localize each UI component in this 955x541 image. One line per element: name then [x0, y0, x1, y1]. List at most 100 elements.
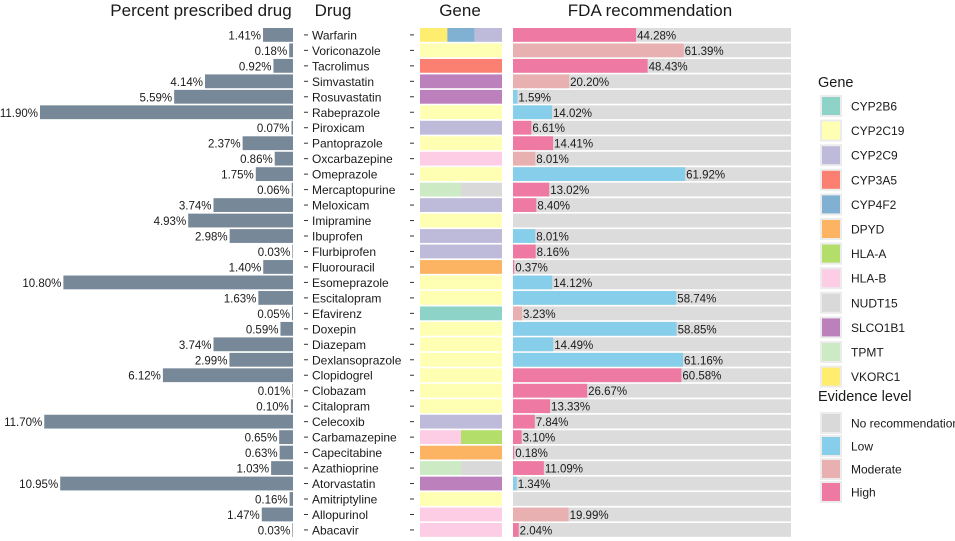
- percent-label-doxepin: 0.59%: [246, 324, 279, 336]
- fda-bg-carbamazepine: [513, 430, 791, 445]
- fda-bar-efavirenz: [513, 306, 522, 321]
- gene-tile-rosuvastatin-slco1b1: [420, 89, 502, 104]
- fda-label-efavirenz: 3.23%: [523, 309, 556, 321]
- percent-label-simvastatin: 4.14%: [170, 77, 203, 89]
- fda-bar-clopidogrel: [513, 368, 682, 383]
- evidence-legend-label-low: Low: [851, 440, 873, 454]
- fda-label-voriconazole: 61.39%: [685, 46, 724, 58]
- evidence-legend-label-moderate: Moderate: [851, 463, 902, 477]
- evidence-legend: Evidence level No recommendation Low Modera…: [818, 389, 955, 503]
- fda-label-atorvastatin: 1.34%: [518, 479, 551, 491]
- evidence-legend-label-high: High: [851, 486, 876, 500]
- drug-label-dexlansoprazole: Dexlansoprazole: [312, 353, 402, 367]
- gene-legend-swatch-cyp2c19: [822, 121, 840, 140]
- fda-bar-esomeprazole: [513, 275, 553, 290]
- fda-bar-flurbiprofen: [513, 244, 536, 259]
- gene-tile-esomeprazole-cyp2c19: [420, 275, 502, 290]
- gene-legend-swatch-hla-b: [822, 269, 840, 288]
- drug-label-pantoprazole: Pantoprazole: [312, 137, 383, 151]
- drug-label-allopurinol: Allopurinol: [312, 508, 368, 522]
- gene-tile-rabeprazole-cyp2c19: [420, 105, 502, 120]
- drug-label-ibuprofen: Ibuprofen: [312, 230, 363, 244]
- fda-bg-capecitabine: [513, 445, 791, 460]
- percent-label-imipramine: 4.93%: [154, 216, 187, 228]
- gene-tile-efavirenz-cyp2b6: [420, 306, 502, 321]
- fda-label-pantoprazole: 14.41%: [554, 139, 593, 151]
- evidence-legend-title: Evidence level: [818, 389, 912, 405]
- fda-label-warfarin: 44.28%: [637, 30, 676, 42]
- drug-label-mercaptopurine: Mercaptopurine: [312, 183, 396, 197]
- percent-bar-abacavir: [292, 523, 293, 537]
- percent-label-citalopram: 0.10%: [256, 402, 289, 414]
- fda-label-meloxicam: 8.40%: [537, 201, 570, 213]
- gene-legend-label-cyp4f2: CYP4F2: [851, 198, 897, 212]
- gene-tile-imipramine-cyp2c19: [420, 213, 502, 228]
- percent-bar-omeprazole: [255, 167, 293, 182]
- drug-label-rabeprazole: Rabeprazole: [312, 106, 380, 120]
- drug-label-oxcarbazepine: Oxcarbazepine: [312, 152, 393, 166]
- percent-bar-ibuprofen: [229, 229, 293, 243]
- percent-label-abacavir: 0.03%: [258, 525, 291, 537]
- percent-bar-citalopram: [290, 399, 293, 414]
- fda-bar-escitalopram: [513, 290, 677, 305]
- fda-bg-esomeprazole: [513, 275, 791, 290]
- percent-label-carbamazepine: 0.65%: [245, 433, 278, 445]
- fda-bg-azathioprine: [513, 461, 791, 475]
- fda-bg-efavirenz: [513, 306, 791, 321]
- percent-bar-fluorouracil: [263, 260, 293, 274]
- fda-bar-capecitabine: [513, 445, 515, 460]
- fda-bg-amitriptyline: [513, 492, 791, 506]
- fda-bar-fluorouracil: [513, 260, 515, 274]
- fda-label-clobazam: 26.67%: [588, 386, 627, 398]
- percent-bar-carbamazepine: [279, 430, 293, 445]
- percent-bar-voriconazole: [289, 43, 293, 58]
- percent-bar-dexlansoprazole: [229, 352, 293, 367]
- percent-label-diazepam: 3.74%: [179, 340, 212, 352]
- percent-panel-title: Percent prescribed drug: [110, 1, 291, 20]
- percent-bar-oxcarbazepine: [274, 151, 293, 166]
- percent-bar-capecitabine: [279, 445, 293, 460]
- fda-bar-carbamazepine: [513, 430, 522, 445]
- percent-bar-amitriptyline: [289, 492, 293, 506]
- percent-label-clobazam: 0.01%: [258, 386, 291, 398]
- gene-tile-atorvastatin-slco1b1: [420, 476, 502, 491]
- drug-label-voriconazole: Voriconazole: [312, 44, 381, 58]
- gene-legend-swatch-cyp3a5: [822, 170, 840, 189]
- fda-bars: 44.28% 61.39% 48.43% 20.20% 1.59%14.02% 6.61%…: [513, 28, 791, 537]
- gene-legend-swatch-cyp2b6: [822, 97, 840, 115]
- percent-label-oxcarbazepine: 0.86%: [240, 154, 273, 166]
- gene-legend-swatch-dpyd: [822, 220, 840, 238]
- gene-legend-swatch-cyp2c9: [822, 146, 840, 165]
- drug-label-tacrolimus: Tacrolimus: [312, 59, 369, 73]
- gene-tile-azathioprine-nudt15: [461, 461, 502, 475]
- fda-bar-warfarin: [513, 28, 637, 42]
- percent-bar-warfarin: [263, 28, 293, 42]
- gene-tile-abacavir-hla-b: [420, 523, 502, 537]
- fda-label-tacrolimus: 48.43%: [649, 61, 688, 73]
- fda-bar-meloxicam: [513, 198, 537, 212]
- fda-bar-citalopram: [513, 399, 551, 414]
- percent-label-fluorouracil: 1.40%: [229, 262, 262, 274]
- gene-legend-swatch-nudt15: [822, 293, 840, 312]
- gene-legend-label-cyp2c9: CYP2C9: [851, 149, 898, 163]
- gene-legend-label-hla-a: HLA-A: [851, 247, 886, 261]
- percent-label-dexlansoprazole: 2.99%: [195, 355, 228, 367]
- percent-bar-celecoxib: [44, 414, 293, 429]
- fda-bar-abacavir: [513, 523, 519, 537]
- drug-panel-title: Drug: [315, 1, 352, 20]
- fda-bar-dexlansoprazole: [513, 352, 684, 367]
- percent-label-amitriptyline: 0.16%: [255, 495, 288, 507]
- gene-tile-celecoxib-cyp2c9: [420, 414, 502, 429]
- fda-bar-omeprazole: [513, 167, 686, 182]
- percent-bar-allopurinol: [261, 507, 293, 522]
- fda-bar-rabeprazole: [513, 105, 552, 120]
- gene-tile-warfarin-vkorc1: [420, 28, 448, 42]
- percent-label-rosuvastatin: 5.59%: [140, 92, 173, 104]
- percent-label-ibuprofen: 2.98%: [195, 232, 228, 244]
- drug-label-escitalopram: Escitalopram: [312, 291, 381, 305]
- gene-tile-ibuprofen-cyp2c9: [420, 229, 502, 243]
- percent-label-esomeprazole: 10.80%: [22, 278, 61, 290]
- fda-bar-celecoxib: [513, 414, 535, 429]
- drug-label-amitriptyline: Amitriptyline: [312, 493, 378, 507]
